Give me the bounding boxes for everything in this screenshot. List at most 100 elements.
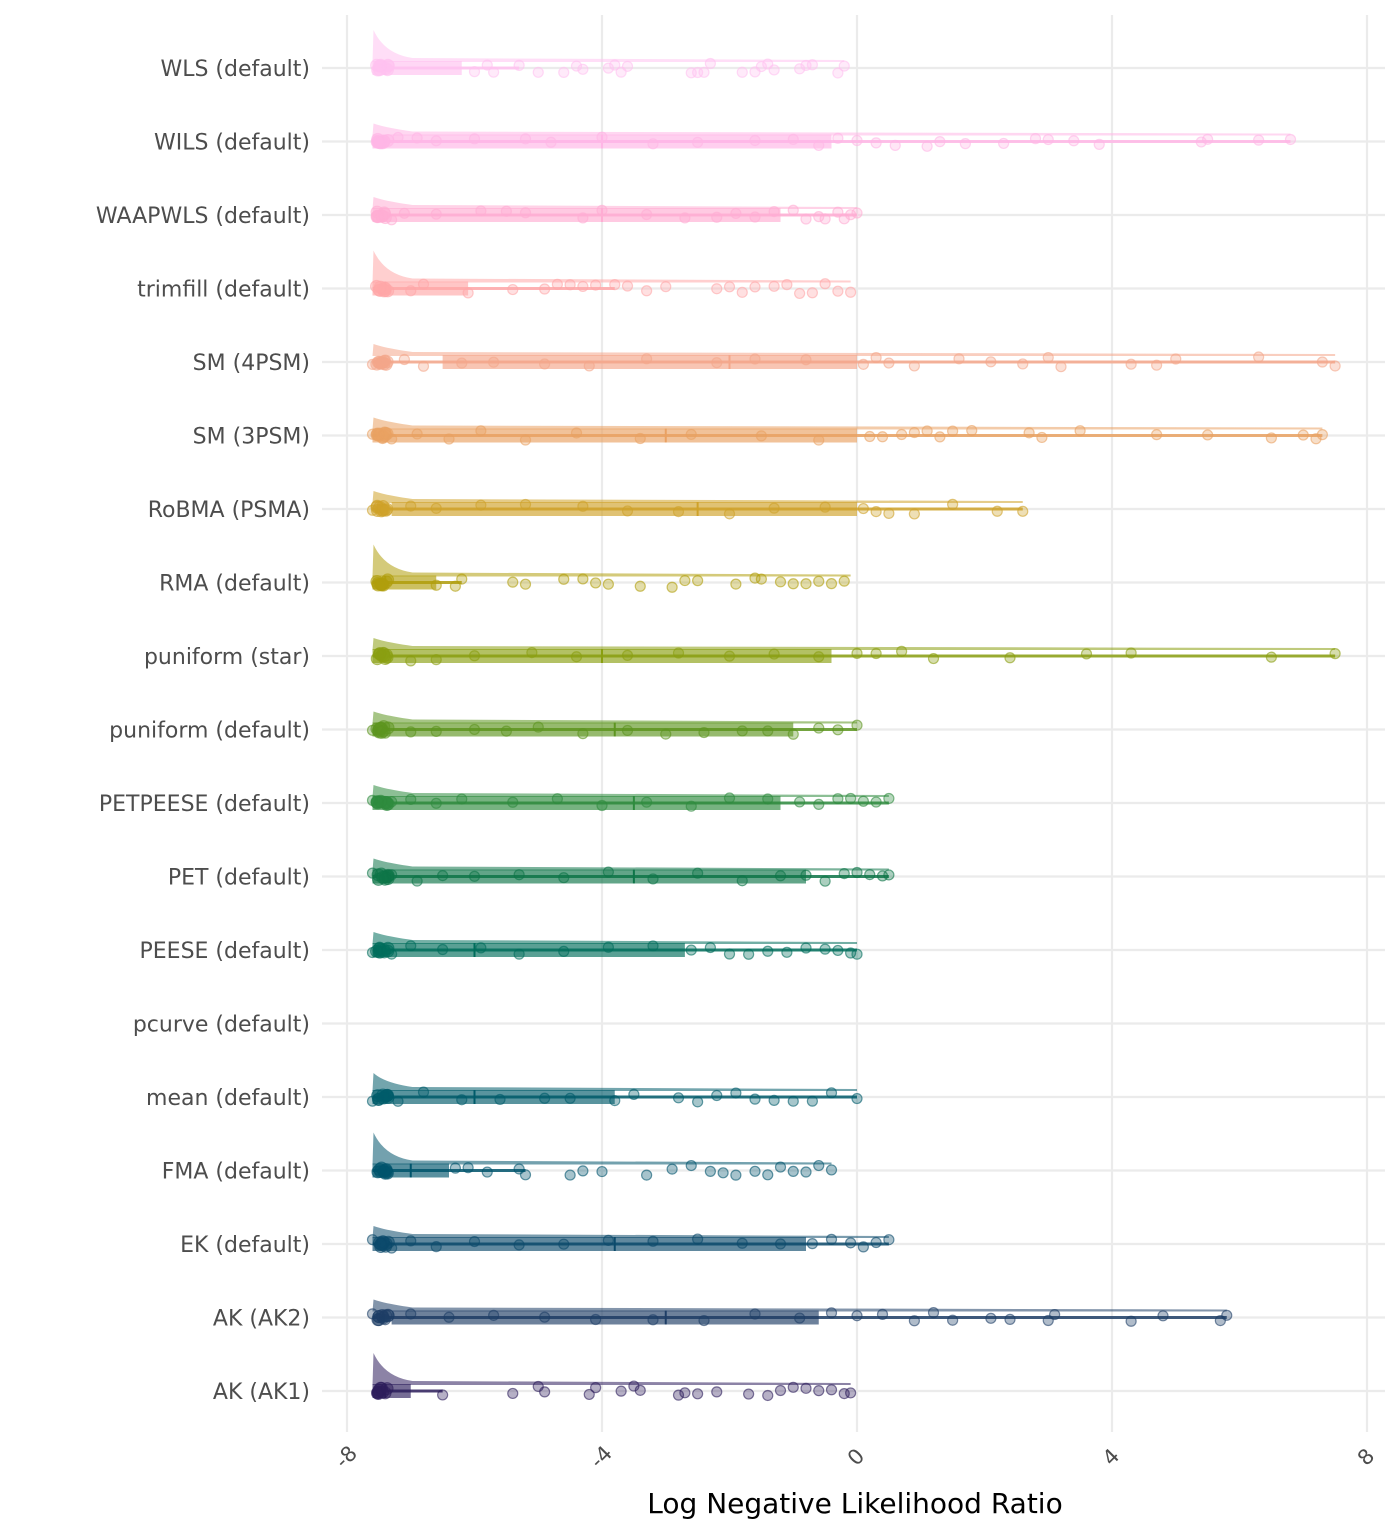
data-point [883, 357, 895, 369]
data-point [666, 581, 678, 593]
y-category-label: AK (AK1) [213, 1380, 310, 1405]
data-point [468, 723, 481, 736]
data-point [813, 722, 825, 734]
data-point [1195, 136, 1207, 148]
data-point [730, 578, 742, 590]
data-point [443, 433, 455, 445]
y-category-label: SM (4PSM) [193, 351, 310, 376]
density-cloud [372, 197, 857, 209]
iqr-box [391, 502, 857, 516]
data-point [488, 356, 500, 368]
data-point [1125, 1315, 1137, 1327]
data-point [570, 60, 583, 72]
data-point [386, 948, 398, 960]
data-point [609, 279, 621, 291]
density-cloud [372, 123, 1291, 136]
data-point [1253, 134, 1265, 146]
data-point [813, 434, 825, 446]
data-point [832, 132, 844, 144]
data-point [494, 1093, 506, 1106]
data-point [500, 725, 512, 737]
data-point [685, 944, 697, 956]
data-point [366, 946, 379, 959]
data-point [845, 792, 857, 805]
data-point [947, 425, 959, 437]
data-point [736, 66, 748, 78]
data-point [456, 357, 468, 369]
data-point [386, 214, 398, 226]
data-point [430, 797, 442, 809]
data-point [774, 870, 787, 882]
data-point [590, 279, 602, 291]
data-point [430, 654, 442, 666]
data-point [851, 207, 863, 219]
data-point [832, 793, 844, 805]
data-point [749, 211, 761, 223]
data-point [405, 1308, 417, 1320]
raincloud-14 [366, 1073, 863, 1108]
data-point [376, 578, 390, 592]
density-cloud [372, 1132, 832, 1165]
data-point [723, 281, 736, 293]
data-point [366, 1234, 379, 1246]
data-point [437, 1389, 449, 1401]
data-point [366, 358, 379, 371]
data-point [376, 870, 390, 884]
data-point [787, 1381, 799, 1393]
data-point [736, 725, 748, 737]
data-point [488, 66, 500, 78]
data-point [692, 136, 704, 148]
data-point [366, 1095, 379, 1107]
data-point [723, 948, 736, 960]
data-point [851, 647, 863, 659]
data-point [845, 209, 857, 221]
data-point [602, 578, 614, 590]
raincloud-9 [366, 711, 863, 740]
data-point [813, 798, 825, 811]
x-tick-label: 8 [1353, 1444, 1379, 1470]
data-point [743, 1388, 755, 1400]
data-point [570, 427, 583, 439]
data-point [1125, 358, 1137, 370]
data-point [730, 1087, 742, 1099]
data-point [1284, 133, 1297, 146]
data-point [468, 133, 481, 145]
data-point [437, 869, 449, 882]
data-point [813, 211, 825, 223]
data-point [456, 793, 468, 805]
data-point [711, 357, 723, 369]
data-point [851, 1092, 863, 1105]
data-point [768, 1094, 780, 1106]
data-point [379, 1309, 393, 1323]
data-point [794, 1312, 806, 1324]
data-point [411, 875, 423, 887]
data-point [596, 799, 608, 812]
data-point [806, 287, 818, 299]
data-point [386, 869, 398, 881]
data-point [679, 212, 691, 224]
data-point [602, 866, 614, 878]
data-point [768, 64, 780, 76]
iqr-box [372, 61, 462, 75]
data-point [411, 132, 423, 144]
data-point [621, 60, 634, 72]
data-point [692, 867, 704, 879]
data-point [609, 59, 621, 71]
data-point [519, 578, 532, 590]
data-point [488, 1309, 500, 1321]
data-point [539, 1386, 551, 1398]
data-point [889, 139, 901, 151]
data-point [386, 796, 398, 808]
data-point [1125, 647, 1137, 659]
data-point [927, 652, 940, 665]
data-point [806, 1238, 818, 1250]
data-point [373, 59, 387, 73]
data-point [800, 1166, 812, 1178]
data-point [577, 573, 589, 585]
data-point [558, 573, 570, 585]
data-point [468, 1235, 481, 1248]
data-point [813, 139, 825, 152]
data-point [621, 280, 634, 292]
data-point [375, 725, 389, 739]
